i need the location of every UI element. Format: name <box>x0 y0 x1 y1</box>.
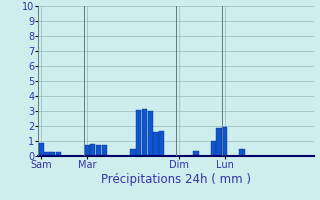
Bar <box>194 151 199 156</box>
Bar <box>211 141 216 156</box>
Bar <box>131 148 136 156</box>
Bar <box>136 110 141 156</box>
Bar <box>90 144 95 156</box>
Bar <box>84 145 90 156</box>
X-axis label: Précipitations 24h ( mm ): Précipitations 24h ( mm ) <box>101 173 251 186</box>
Bar <box>56 152 61 156</box>
Bar <box>239 149 244 156</box>
Bar <box>50 152 55 156</box>
Bar <box>148 111 153 156</box>
Bar <box>222 127 227 156</box>
Bar <box>142 109 147 156</box>
Bar <box>96 145 101 156</box>
Bar <box>44 152 50 156</box>
Bar <box>39 143 44 156</box>
Bar <box>159 130 164 156</box>
Bar <box>153 132 158 156</box>
Bar <box>216 128 221 156</box>
Bar <box>102 145 107 156</box>
